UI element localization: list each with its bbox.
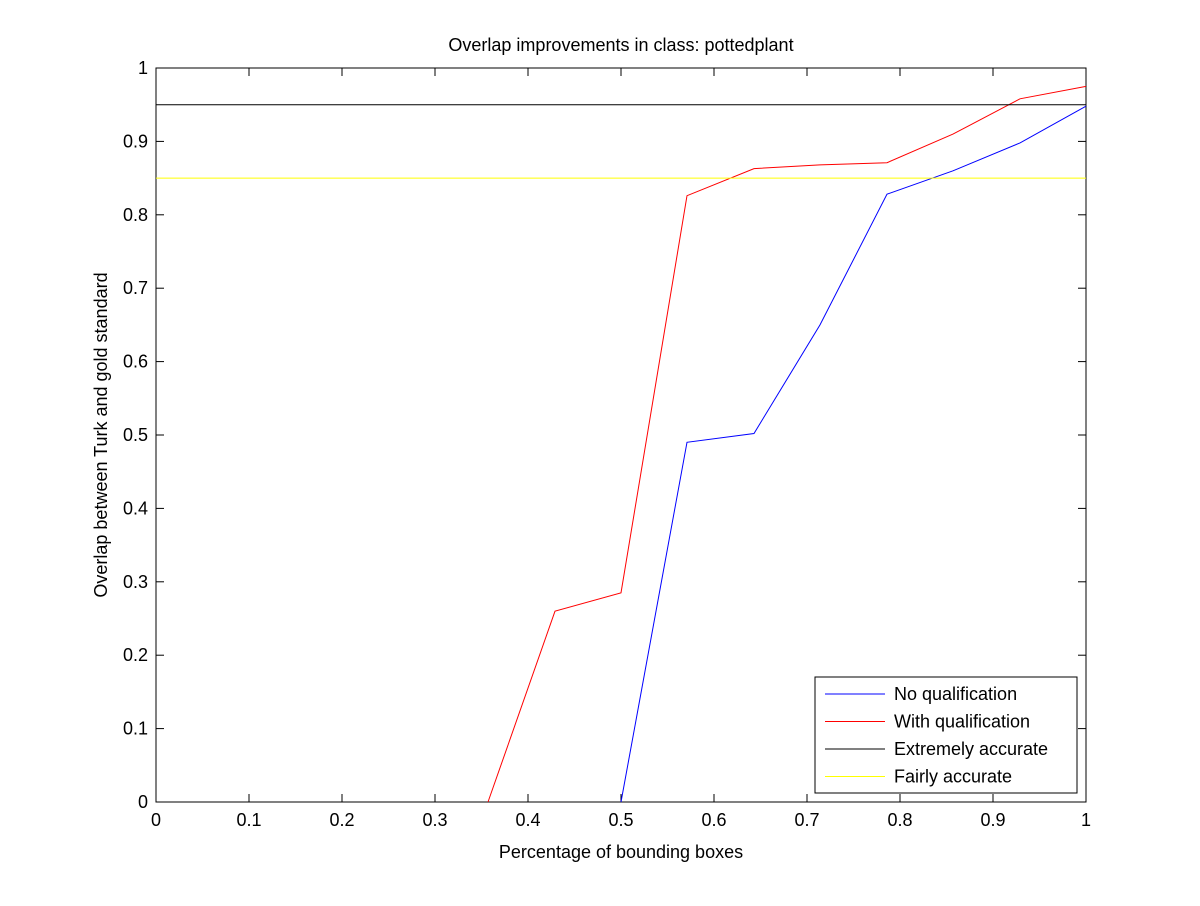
legend-label-extremely-accurate: Extremely accurate — [894, 739, 1048, 759]
data-series — [156, 85, 1087, 803]
y-axis-label: Overlap between Turk and gold standard — [91, 272, 111, 597]
series-line-with-qualification — [487, 85, 1087, 803]
legend-label-with-qualification: With qualification — [894, 712, 1030, 732]
chart-title: Overlap improvements in class: pottedpla… — [448, 35, 793, 55]
y-tick-label: 0.1 — [123, 719, 148, 739]
legend: No qualification With qualification Extrem… — [814, 676, 1078, 794]
x-axis-label: Percentage of bounding boxes — [499, 842, 743, 862]
x-tick-label: 0.9 — [980, 810, 1005, 830]
x-tick-label: 0.4 — [515, 810, 540, 830]
y-tick-label: 0.9 — [123, 131, 148, 151]
axis-ticks: 0 0.1 0.2 0.3 0.4 0.5 0.6 0.7 0.8 0.9 1 0 0.1 0.2 0.3 0… — [123, 58, 1091, 830]
x-tick-label: 0.3 — [422, 810, 447, 830]
legend-label-fairly-accurate: Fairly accurate — [894, 767, 1012, 787]
x-tick-label: 0.5 — [608, 810, 633, 830]
y-tick-label: 0 — [138, 792, 148, 812]
x-tick-label: 0 — [151, 810, 161, 830]
x-tick-label: 1 — [1081, 810, 1091, 830]
legend-label-no-qualification: No qualification — [894, 684, 1017, 704]
x-tick-label: 0.7 — [794, 810, 819, 830]
x-tick-label: 0.1 — [236, 810, 261, 830]
legend-entries: No qualification With qualification Extrem… — [825, 684, 1048, 787]
y-tick-label: 0.5 — [123, 425, 148, 445]
y-tick-label: 0.8 — [123, 205, 148, 225]
legend-box — [814, 676, 1078, 794]
series-line-no-qualification — [620, 105, 1087, 803]
x-tick-label: 0.6 — [701, 810, 726, 830]
x-tick-label: 0.2 — [329, 810, 354, 830]
x-tick-label: 0.8 — [887, 810, 912, 830]
y-tick-label: 1 — [138, 58, 148, 78]
y-tick-label: 0.4 — [123, 498, 148, 518]
y-tick-label: 0.3 — [123, 572, 148, 592]
y-tick-label: 0.2 — [123, 645, 148, 665]
y-tick-label: 0.7 — [123, 278, 148, 298]
y-tick-label: 0.6 — [123, 352, 148, 372]
